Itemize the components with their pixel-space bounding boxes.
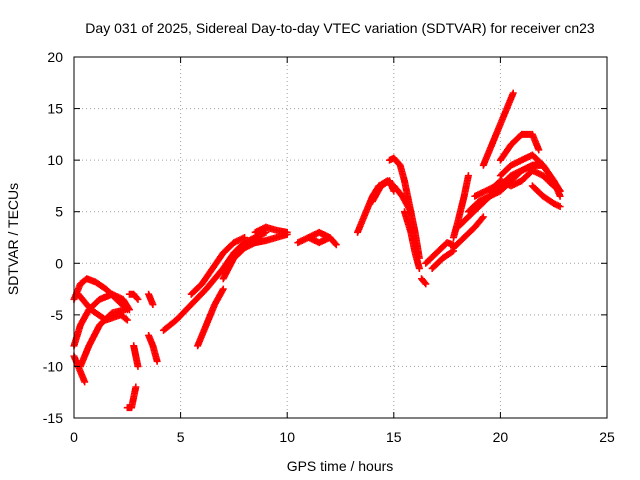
y-tick-label: 10 [47, 152, 63, 168]
data-point [422, 280, 430, 288]
axis-ticks: 0 5 10 15 20 25 -15 -10 -5 0 5 10 15 20 [43, 49, 615, 445]
y-tick-label: -10 [43, 358, 63, 374]
series-trace-m [194, 285, 227, 350]
data-point [153, 357, 161, 365]
data-point [241, 234, 249, 241]
y-tick-label: 0 [55, 255, 63, 271]
x-tick-label: 25 [599, 429, 615, 445]
data-point [390, 187, 398, 195]
y-tick-label: 5 [55, 204, 63, 220]
series-trace-n [219, 230, 291, 283]
series-trace-o [251, 223, 291, 236]
data-point [134, 295, 142, 303]
series-trace-u [400, 208, 423, 272]
x-tick-label: 20 [493, 429, 509, 445]
data-point [123, 316, 131, 324]
series-trace-g [123, 383, 140, 412]
data-point [331, 240, 339, 248]
y-axis-label: SDTVAR / TECUs [5, 183, 21, 295]
y-tick-label: 20 [47, 49, 63, 65]
x-tick-label: 5 [177, 429, 185, 445]
data-point [332, 241, 340, 249]
data-point [326, 234, 334, 241]
series-trace-i [145, 331, 161, 365]
data-point [132, 383, 140, 391]
data-point [149, 301, 157, 309]
data-point [121, 306, 129, 314]
data-point [478, 214, 486, 222]
series-trace-f [125, 290, 142, 303]
plot-frame [73, 56, 608, 419]
series-trace-k [160, 228, 270, 334]
series-trace-t [386, 154, 423, 262]
y-tick-label: 15 [47, 101, 63, 117]
data-point [134, 362, 142, 370]
data-point [535, 146, 543, 154]
data-point [122, 315, 130, 323]
series-trace-j [145, 290, 157, 309]
data-point [511, 172, 519, 180]
grid-lines [74, 57, 607, 418]
series-trace-ad [479, 89, 517, 169]
x-tick-label: 0 [70, 429, 78, 445]
y-tick-label: -15 [43, 410, 63, 426]
data-point [556, 187, 564, 195]
series-trace-e [74, 290, 131, 324]
data-point [448, 248, 456, 256]
series-trace-b [70, 290, 133, 350]
series-trace-x [428, 247, 457, 272]
data-point [81, 378, 89, 386]
data-point [283, 228, 291, 236]
series-trace-s [368, 177, 398, 205]
series-trace-q [294, 234, 334, 247]
series-trace-h [130, 342, 142, 370]
x-tick-label: 10 [279, 429, 295, 445]
y-tick-label: -5 [51, 307, 64, 323]
series-trace-ai [486, 177, 526, 195]
data-point [509, 89, 517, 97]
chart-title: Day 031 of 2025, Sidereal Day-to-day VTE… [85, 20, 595, 36]
x-axis-label: GPS time / hours [287, 458, 394, 474]
data-point [421, 279, 429, 287]
data-point [415, 264, 423, 272]
series-trace-z [449, 213, 487, 252]
x-tick-label: 15 [386, 429, 402, 445]
series-trace-ae [496, 130, 543, 164]
data-point [464, 172, 472, 180]
data-point [219, 285, 227, 293]
series-trace-v [418, 275, 430, 288]
data-points [70, 89, 564, 412]
data-point [133, 294, 141, 302]
series-trace-ah [528, 182, 564, 211]
data-point [555, 186, 563, 194]
data-point [518, 177, 526, 185]
data-point [510, 172, 518, 180]
data-point [556, 203, 564, 211]
data-point [479, 213, 487, 221]
series-trace-l [187, 234, 249, 298]
series-trace-af [496, 151, 564, 200]
